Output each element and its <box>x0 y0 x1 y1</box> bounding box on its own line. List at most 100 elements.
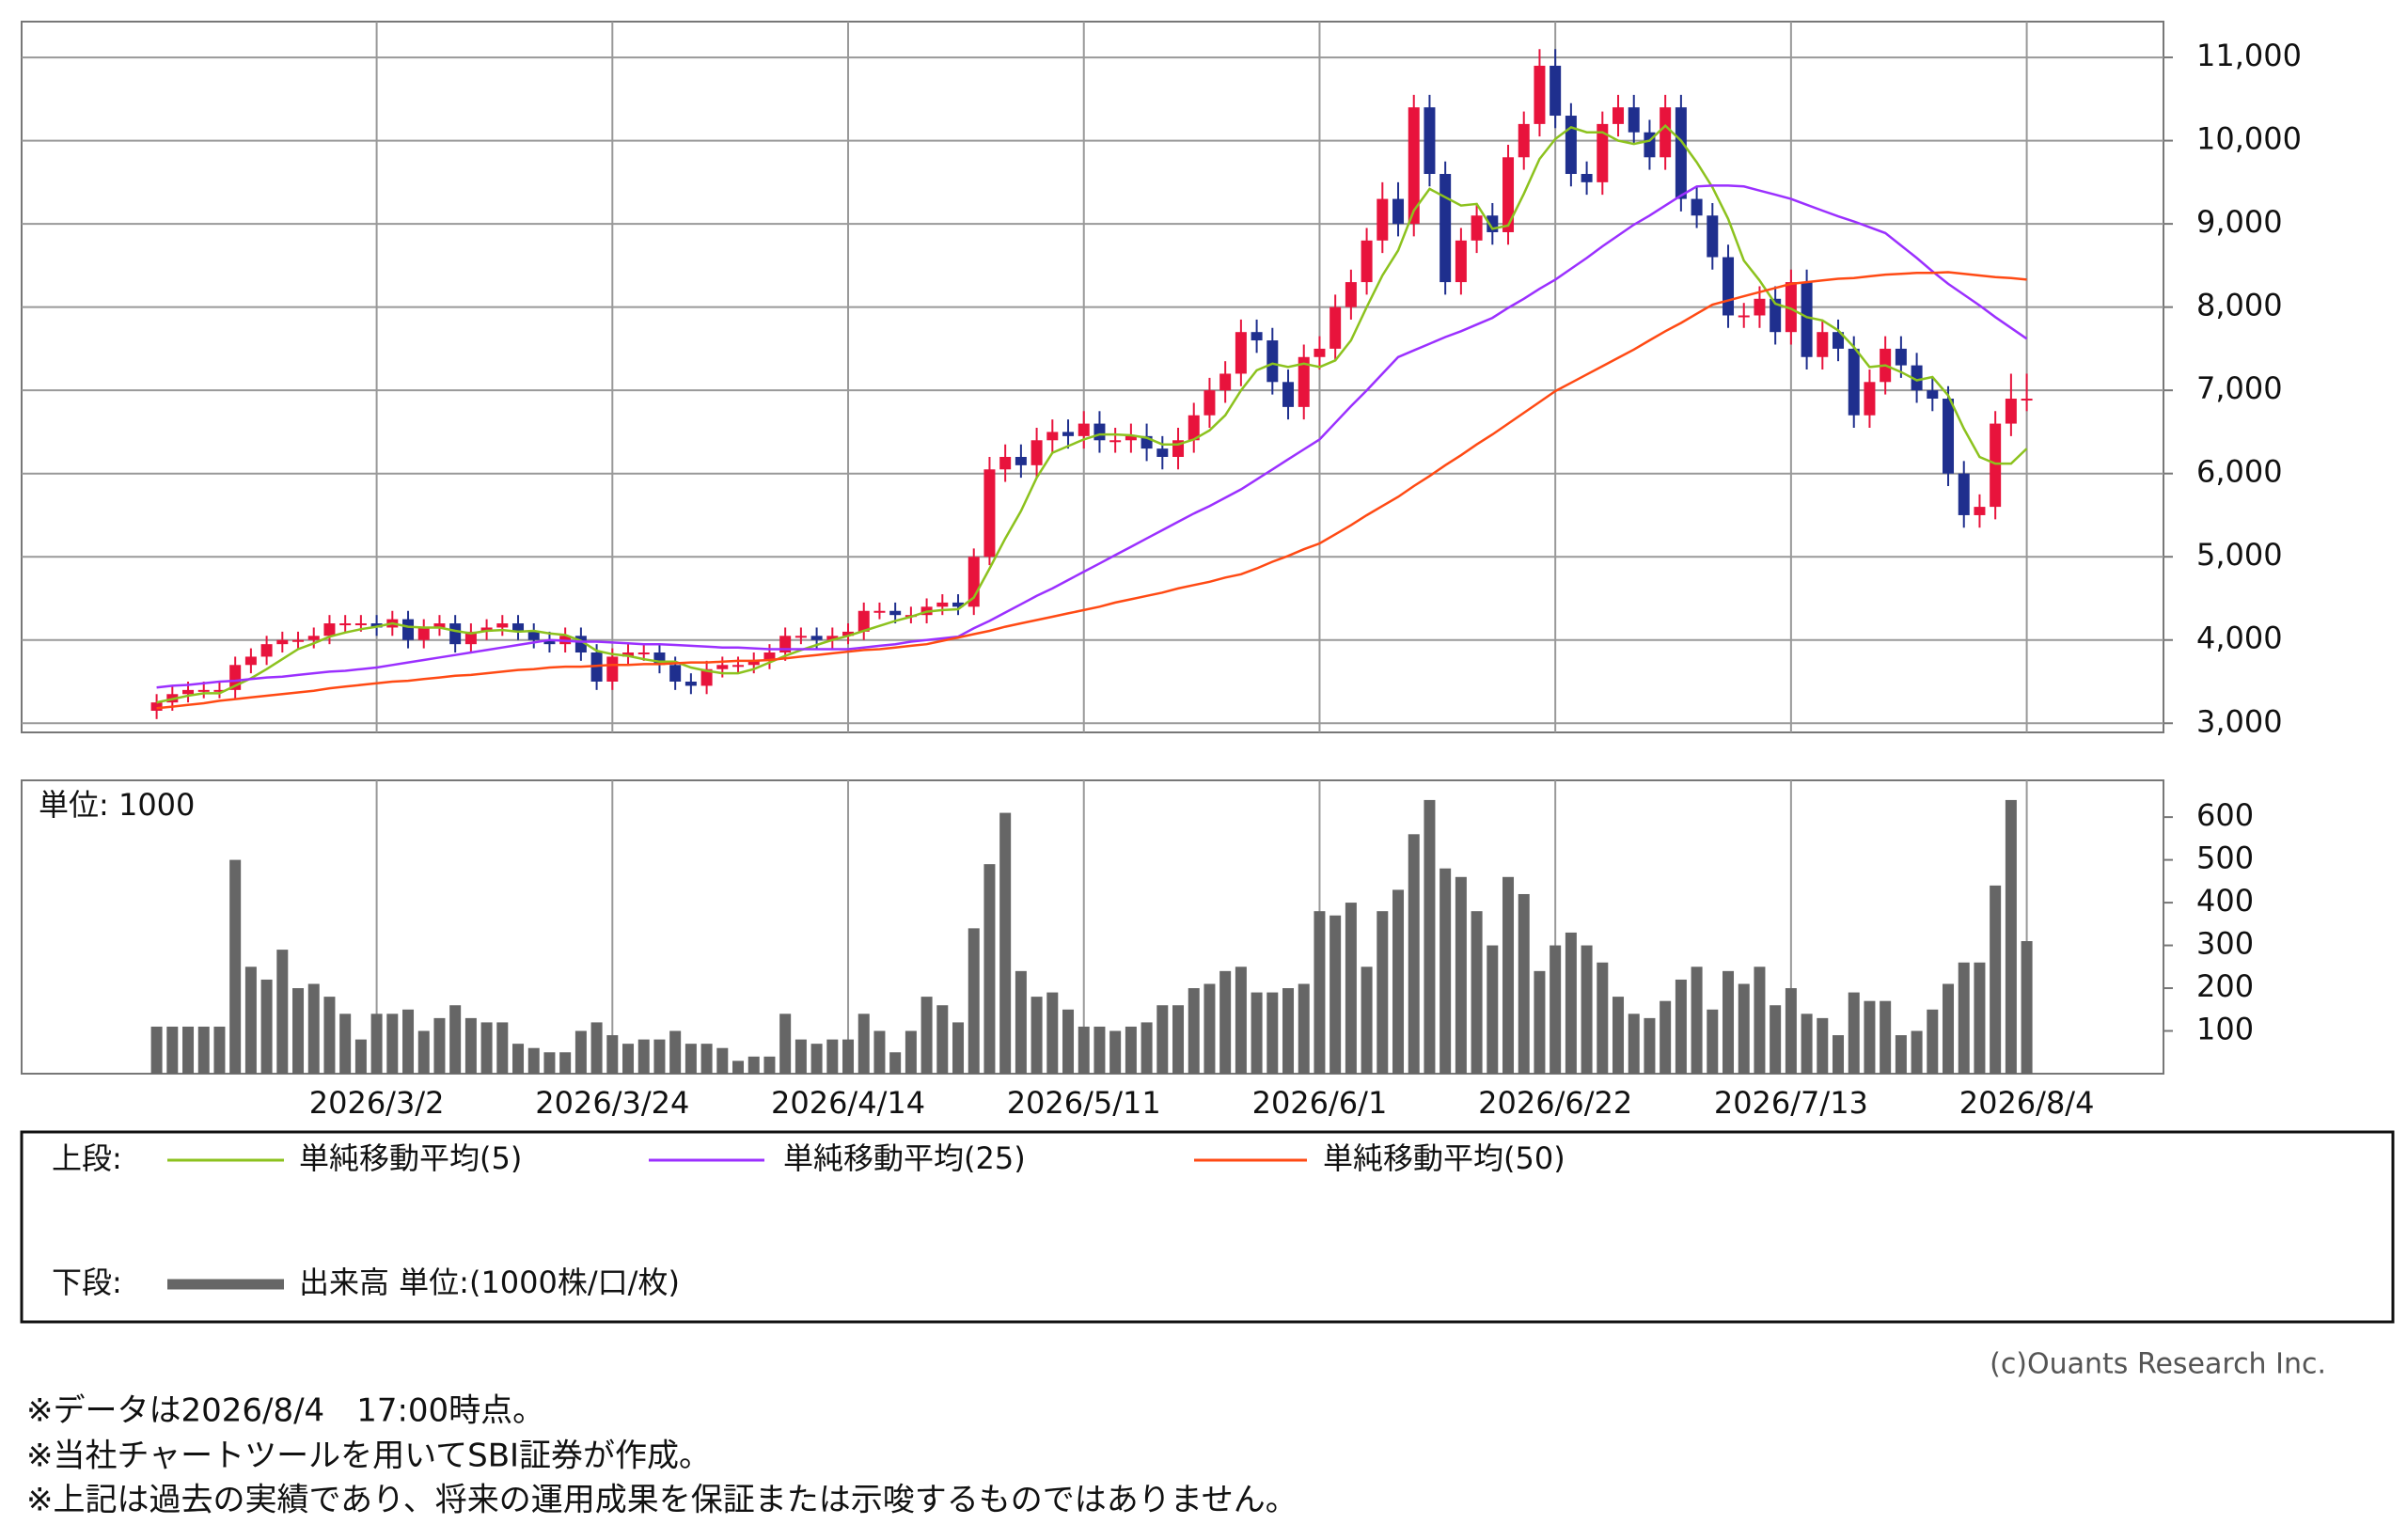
candle-body <box>842 631 855 636</box>
candle-body <box>1550 65 1562 117</box>
volume-bar <box>1644 1017 1656 1074</box>
y-tick-label: 100 <box>2196 1012 2254 1047</box>
candle-body <box>2005 399 2017 424</box>
y-tick-label: 7,000 <box>2196 370 2283 406</box>
candle-body <box>590 652 603 682</box>
candle-body <box>197 689 210 692</box>
candle-body <box>1109 440 1122 443</box>
candle-body <box>936 602 949 607</box>
candle-body <box>1833 332 1845 349</box>
volume-bar <box>747 1056 760 1074</box>
volume-bar <box>590 1022 603 1074</box>
candle-body <box>464 631 477 645</box>
volume-bar <box>1597 962 1609 1074</box>
volume-bar <box>1707 1009 1719 1074</box>
volume-bar <box>1392 889 1405 1074</box>
candle-body <box>1927 390 1939 400</box>
y-tick-label: 200 <box>2196 968 2254 1004</box>
volume-bar <box>1895 1035 1907 1074</box>
y-tick-label: 3,000 <box>2196 703 2283 739</box>
volume-bar <box>1565 932 1577 1074</box>
volume-bar <box>1628 1014 1640 1074</box>
y-tick-label: 300 <box>2196 926 2254 962</box>
volume-bar <box>936 1005 949 1074</box>
candle-body <box>1943 399 1955 474</box>
x-tick-label: 2026/6/1 <box>1252 1085 1388 1121</box>
volume-bar <box>2021 941 2033 1074</box>
volume-bar <box>260 979 273 1074</box>
volume-bar <box>402 1009 415 1074</box>
candle-body <box>1251 332 1263 341</box>
x-tick-label: 2026/6/22 <box>1478 1085 1632 1121</box>
candle-body <box>810 636 823 640</box>
legend-label: 出来高 単位:(1000株/口/枚) <box>299 1265 680 1300</box>
candle-body <box>370 623 383 628</box>
candle-body <box>1030 440 1043 465</box>
candle-body <box>1015 456 1027 465</box>
candle-body <box>1361 240 1373 283</box>
volume-bar <box>1801 1014 1813 1074</box>
candle-body <box>1204 390 1216 416</box>
candle-body <box>260 644 273 657</box>
candle-body <box>1754 298 1766 316</box>
price-panel <box>21 21 2164 733</box>
candle-body <box>999 456 1012 470</box>
legend-label: 単純移動平均(5) <box>299 1140 522 1176</box>
volume-unit: 単位: 1000 <box>39 787 195 823</box>
candle-body <box>276 639 289 645</box>
volume-bar <box>1156 1005 1169 1074</box>
candle-body <box>213 689 226 692</box>
volume-bar <box>1738 983 1750 1074</box>
candle-body <box>1817 332 1829 357</box>
candle-body <box>512 623 525 632</box>
candle-body <box>1093 423 1106 441</box>
volume-bar <box>684 1044 697 1074</box>
candle-body <box>1848 348 1860 416</box>
candle-body <box>747 660 760 666</box>
candle-body <box>1298 356 1310 407</box>
candle-body <box>433 623 446 628</box>
candle-body <box>732 665 745 668</box>
volume-bar <box>1817 1017 1829 1074</box>
candle-body <box>857 610 870 632</box>
candle-body <box>1613 107 1625 124</box>
volume-bar <box>1093 1026 1106 1074</box>
y-tick-label: 8,000 <box>2196 288 2283 323</box>
ma-line <box>156 271 2027 710</box>
y-tick-label: 500 <box>2196 841 2254 876</box>
volume-bar <box>1235 966 1247 1074</box>
candle-body <box>1455 240 1467 283</box>
y-tick-label: 9,000 <box>2196 204 2283 240</box>
volume-bar <box>197 1026 210 1074</box>
volume-bar <box>1990 885 2002 1074</box>
candle-body <box>1062 432 1075 436</box>
candle-body <box>1534 65 1546 124</box>
candle-body <box>1046 432 1059 441</box>
volume-bar <box>763 1056 776 1074</box>
y-tick-label: 5,000 <box>2196 537 2283 573</box>
volume-bar <box>1723 970 1735 1074</box>
candle-body <box>307 636 320 640</box>
volume-bar <box>1943 983 1955 1074</box>
volume-bar <box>1314 911 1326 1074</box>
volume-bar <box>779 1014 792 1074</box>
volume-bar <box>905 1030 917 1074</box>
candle-body <box>1864 382 1876 416</box>
candle-body <box>1219 373 1232 391</box>
volume-bar <box>1266 992 1279 1074</box>
x-tick-label: 2026/3/2 <box>309 1085 445 1121</box>
volume-bar <box>1298 983 1310 1074</box>
candle-body <box>1895 348 1907 366</box>
volume-bar <box>1078 1026 1090 1074</box>
candle-body <box>354 623 367 626</box>
volume-bar <box>1251 992 1263 1074</box>
candle-body <box>1235 332 1247 374</box>
candle-body <box>1770 298 1782 333</box>
candle-body <box>1078 423 1090 436</box>
volume-bar <box>810 1044 823 1074</box>
candle-body <box>1156 448 1169 457</box>
candle-body <box>150 702 163 711</box>
volume-bar <box>637 1039 650 1074</box>
volume-bar <box>1345 903 1357 1074</box>
